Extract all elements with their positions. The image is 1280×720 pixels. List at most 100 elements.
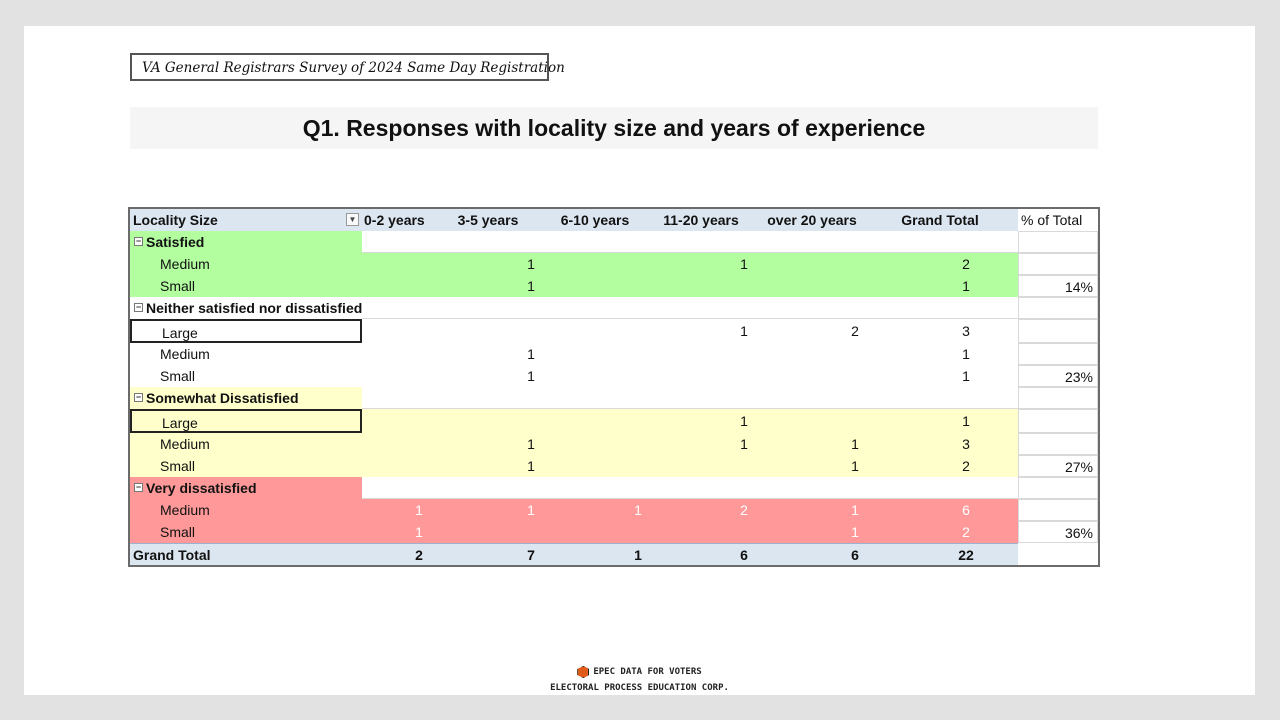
row-label-cell[interactable]: Small: [130, 455, 362, 477]
row-label-header[interactable]: Locality Size ▼: [130, 209, 362, 231]
pct-cell[interactable]: [1018, 253, 1098, 275]
grand-total-value[interactable]: 6: [798, 543, 912, 565]
value-cell[interactable]: [690, 275, 798, 297]
collapse-icon[interactable]: −: [134, 302, 143, 312]
group-label-cell[interactable]: − Somewhat Dissatisfied: [130, 387, 362, 409]
group-label-cell[interactable]: − Neither satisfied nor dissatisfied: [130, 297, 362, 319]
pct-cell[interactable]: 36%: [1018, 521, 1098, 543]
collapse-icon[interactable]: −: [134, 392, 143, 402]
value-cell[interactable]: 1: [586, 499, 690, 521]
value-cell[interactable]: 3: [912, 433, 1020, 455]
value-cell[interactable]: [586, 521, 690, 543]
row-label-cell[interactable]: Medium: [130, 253, 362, 275]
value-cell[interactable]: 1: [798, 433, 912, 455]
value-cell[interactable]: 1: [912, 365, 1020, 387]
pct-cell[interactable]: 14%: [1018, 275, 1098, 297]
row-label-cell[interactable]: Medium: [130, 499, 362, 521]
value-cell[interactable]: [586, 455, 690, 477]
group-blank[interactable]: [362, 297, 1018, 319]
pct-cell[interactable]: [1018, 499, 1098, 521]
value-cell[interactable]: 6: [912, 499, 1020, 521]
group-label-cell[interactable]: − Very dissatisfied: [130, 477, 362, 499]
value-cell[interactable]: [586, 365, 690, 387]
group-label-cell[interactable]: − Satisfied: [130, 231, 362, 253]
row-label-cell[interactable]: Large: [130, 409, 362, 433]
value-cell[interactable]: 1: [690, 319, 798, 343]
pct-cell[interactable]: [1018, 343, 1098, 365]
value-cell[interactable]: 1: [690, 409, 798, 433]
value-cell[interactable]: [586, 253, 690, 275]
value-cell[interactable]: 2: [690, 499, 798, 521]
pct-cell[interactable]: 23%: [1018, 365, 1098, 387]
value-cell[interactable]: [690, 455, 798, 477]
value-cell[interactable]: [362, 319, 476, 343]
grand-total-value[interactable]: 6: [690, 543, 798, 565]
pct-cell[interactable]: [1018, 477, 1098, 499]
value-cell[interactable]: [476, 521, 586, 543]
value-cell[interactable]: 1: [476, 433, 586, 455]
value-cell[interactable]: 1: [476, 275, 586, 297]
value-cell[interactable]: [362, 253, 476, 275]
value-cell[interactable]: 1: [476, 253, 586, 275]
value-cell[interactable]: [586, 409, 690, 433]
value-cell[interactable]: [362, 455, 476, 477]
group-blank[interactable]: [362, 387, 1018, 409]
pivot-table[interactable]: Locality Size ▼ 0-2 years 3-5 years 6-10…: [128, 207, 1100, 567]
value-cell[interactable]: 1: [690, 433, 798, 455]
value-cell[interactable]: [586, 275, 690, 297]
row-label-cell[interactable]: Small: [130, 365, 362, 387]
row-label-cell[interactable]: Small: [130, 275, 362, 297]
grand-total-value[interactable]: 22: [912, 543, 1020, 565]
value-cell[interactable]: [476, 409, 586, 433]
value-cell[interactable]: 1: [798, 499, 912, 521]
pct-cell[interactable]: [1018, 319, 1098, 343]
grand-total-value[interactable]: 7: [476, 543, 586, 565]
value-cell[interactable]: 1: [476, 365, 586, 387]
group-blank[interactable]: [362, 477, 1018, 499]
row-label-cell[interactable]: Medium: [130, 433, 362, 455]
pct-cell[interactable]: [1018, 543, 1098, 565]
value-cell[interactable]: [476, 319, 586, 343]
value-cell[interactable]: 1: [476, 343, 586, 365]
grand-total-value[interactable]: 2: [362, 543, 476, 565]
pct-cell[interactable]: [1018, 433, 1098, 455]
value-cell[interactable]: [798, 343, 912, 365]
pct-cell[interactable]: [1018, 231, 1098, 253]
group-blank[interactable]: [362, 231, 1018, 253]
grand-total-value[interactable]: 1: [586, 543, 690, 565]
value-cell[interactable]: 1: [912, 409, 1020, 433]
grand-total-label[interactable]: Grand Total: [130, 543, 362, 565]
value-cell[interactable]: [798, 409, 912, 433]
value-cell[interactable]: 1: [798, 521, 912, 543]
value-cell[interactable]: [798, 253, 912, 275]
pct-cell[interactable]: [1018, 387, 1098, 409]
value-cell[interactable]: 1: [476, 455, 586, 477]
value-cell[interactable]: [362, 433, 476, 455]
value-cell[interactable]: [362, 409, 476, 433]
pct-cell[interactable]: [1018, 297, 1098, 319]
value-cell[interactable]: [586, 343, 690, 365]
value-cell[interactable]: 2: [912, 253, 1020, 275]
row-label-cell[interactable]: Medium: [130, 343, 362, 365]
value-cell[interactable]: 1: [476, 499, 586, 521]
value-cell[interactable]: [690, 365, 798, 387]
collapse-icon[interactable]: −: [134, 236, 143, 246]
value-cell[interactable]: [690, 343, 798, 365]
value-cell[interactable]: [798, 365, 912, 387]
value-cell[interactable]: [690, 521, 798, 543]
value-cell[interactable]: [362, 365, 476, 387]
row-label-cell[interactable]: Large: [130, 319, 362, 343]
row-label-cell[interactable]: Small: [130, 521, 362, 543]
value-cell[interactable]: [586, 319, 690, 343]
value-cell[interactable]: 1: [912, 343, 1020, 365]
value-cell[interactable]: 1: [362, 521, 476, 543]
value-cell[interactable]: [798, 275, 912, 297]
value-cell[interactable]: [362, 343, 476, 365]
filter-dropdown-icon[interactable]: ▼: [346, 213, 359, 226]
value-cell[interactable]: 1: [798, 455, 912, 477]
value-cell[interactable]: [362, 275, 476, 297]
value-cell[interactable]: 3: [912, 319, 1020, 343]
pct-cell[interactable]: [1018, 409, 1098, 433]
value-cell[interactable]: 1: [912, 275, 1020, 297]
value-cell[interactable]: 1: [690, 253, 798, 275]
